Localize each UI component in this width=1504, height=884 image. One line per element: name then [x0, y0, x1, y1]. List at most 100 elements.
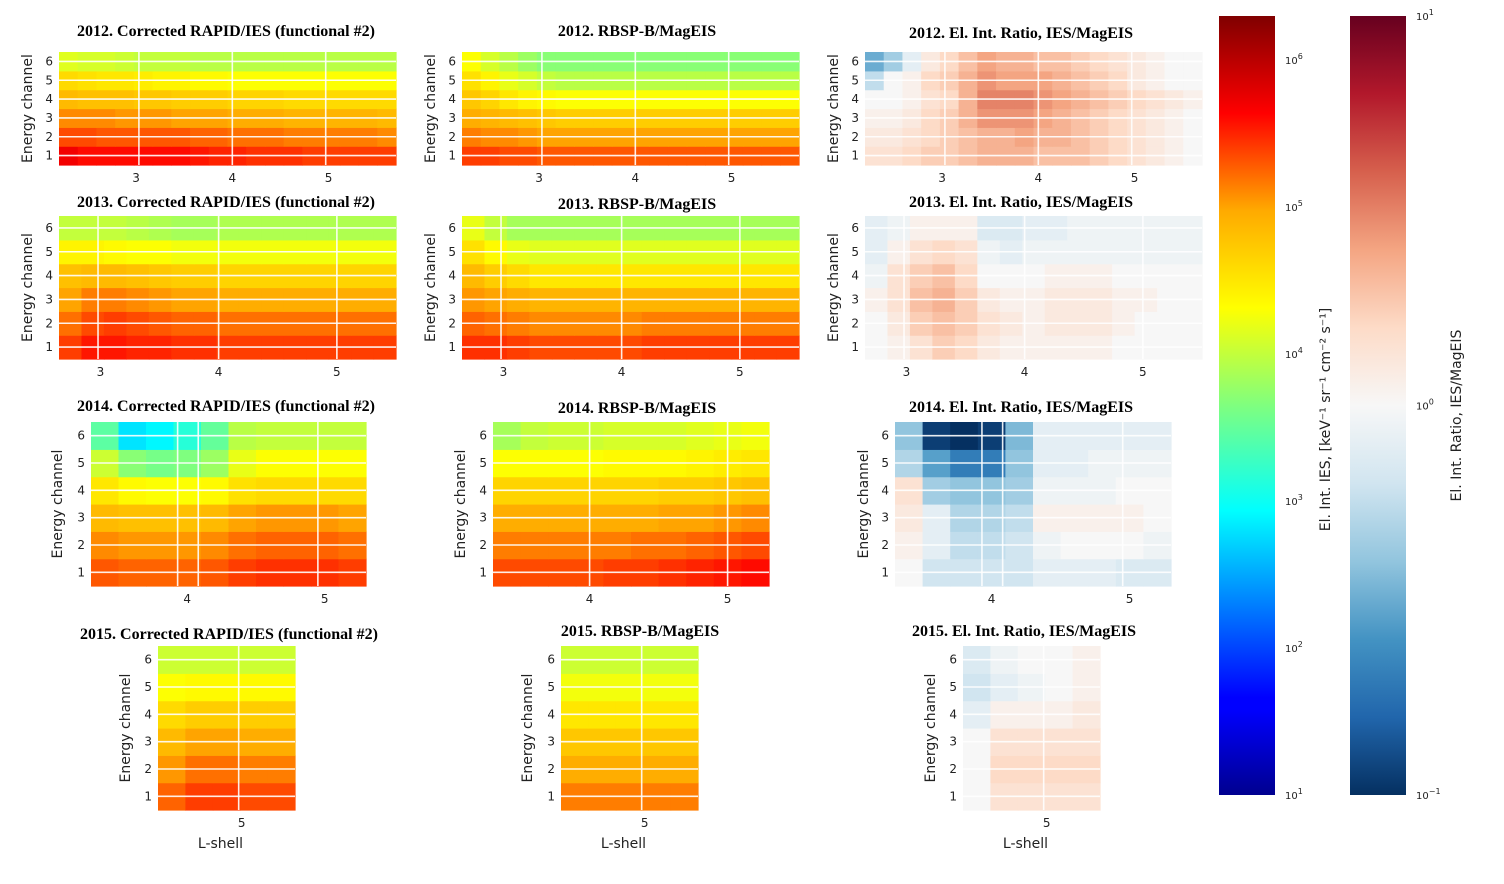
x-tick-label: 5: [333, 365, 341, 379]
y-tick-label: 2: [448, 316, 456, 330]
y-tick-label: 2: [45, 316, 53, 330]
x-tick-label: 4: [215, 365, 223, 379]
y-axis-label: Energy channel: [453, 450, 469, 559]
panel-3: 2012. El. Int. Ratio, IES/MagEIS 1 2 3 4 5 6 3 4…: [826, 25, 1203, 185]
y-tick-label: 4: [45, 92, 53, 106]
x-tick-label: 3: [97, 365, 105, 379]
x-tick-label: 5: [1043, 816, 1051, 830]
y-tick-label: 1: [144, 789, 152, 803]
x-tick-label: 3: [903, 365, 911, 379]
panel-title: 2013. RBSP-B/MagEIS: [558, 196, 716, 213]
y-tick-label: 1: [547, 789, 555, 803]
y-axis-label: Energy channel: [423, 54, 439, 163]
y-tick-label: 4: [77, 483, 85, 497]
x-tick-label: 4: [228, 171, 236, 185]
x-tick-label: 3: [535, 171, 543, 185]
x-tick-label: 3: [500, 365, 508, 379]
x-tick-label: 4: [1021, 365, 1029, 379]
y-tick-label: 4: [851, 269, 859, 283]
panel-10: 2015. Corrected RAPID/IES (functional #2…: [80, 626, 378, 852]
panel-title: 2015. Corrected RAPID/IES (functional #2…: [80, 626, 378, 643]
y-tick-label: 5: [479, 456, 487, 470]
y-tick-label: 2: [547, 762, 555, 776]
y-axis-label: Energy channel: [923, 674, 939, 783]
y-tick-label: 4: [45, 269, 53, 283]
y-tick-label: 3: [77, 511, 85, 525]
y-tick-label: 5: [448, 245, 456, 259]
x-tick-label: 5: [728, 171, 736, 185]
y-tick-label: 6: [547, 653, 555, 667]
panel-title: 2013. El. Int. Ratio, IES/MagEIS: [909, 194, 1133, 211]
y-tick-label: 6: [77, 429, 85, 443]
y-tick-label: 4: [851, 92, 859, 106]
y-tick-label: 2: [77, 538, 85, 552]
y-tick-label: 5: [144, 680, 152, 694]
y-tick-label: 1: [479, 565, 487, 579]
x-tick-label: 5: [1139, 365, 1147, 379]
panel-7: 2014. Corrected RAPID/IES (functional #2…: [50, 398, 375, 606]
panel-title: 2014. El. Int. Ratio, IES/MagEIS: [909, 399, 1133, 416]
colorbar-label: El. Int. Ratio, IES/MagEIS: [1449, 329, 1465, 501]
y-tick-label: 1: [949, 789, 957, 803]
x-tick-label: 4: [631, 171, 639, 185]
y-tick-label: 5: [45, 73, 53, 87]
x-axis-label: L-shell: [198, 836, 243, 852]
x-tick-label: 3: [938, 171, 946, 185]
y-tick-label: 4: [479, 483, 487, 497]
y-tick-label: 6: [851, 54, 859, 68]
y-tick-label: 1: [448, 340, 456, 354]
y-tick-label: 1: [448, 149, 456, 163]
y-tick-label: 5: [851, 73, 859, 87]
colorbar-intensity: 101 102 103 104 105 106 El. Int. IES, [keV⁻¹ s…: [1219, 16, 1334, 802]
panel-1: 2012. Corrected RAPID/IES (functional #2…: [20, 23, 397, 185]
x-tick-label: 5: [724, 592, 732, 606]
y-tick-label: 2: [851, 130, 859, 144]
y-tick-label: 5: [547, 680, 555, 694]
y-tick-label: 5: [77, 456, 85, 470]
y-tick-label: 6: [949, 653, 957, 667]
y-tick-label: 3: [144, 735, 152, 749]
y-tick-label: 1: [45, 149, 53, 163]
colorbar-tick-label: 104: [1285, 346, 1303, 361]
y-tick-label: 3: [851, 111, 859, 125]
colorbar-tick-label: 10−1: [1416, 787, 1441, 802]
y-tick-label: 2: [479, 538, 487, 552]
colorbar-ratio: 10−1 100 101 El. Int. Ratio, IES/MagEIS: [1350, 8, 1465, 802]
y-tick-label: 6: [45, 54, 53, 68]
y-tick-label: 6: [479, 429, 487, 443]
panel-2: 2012. RBSP-B/MagEIS 1 2 3 4 5 6 3 4 5 Energy chann…: [423, 23, 800, 185]
colorbar-tick-label: 100: [1416, 398, 1434, 413]
y-tick-label: 3: [949, 735, 957, 749]
y-tick-label: 2: [45, 130, 53, 144]
y-tick-label: 4: [949, 707, 957, 721]
y-tick-label: 3: [448, 111, 456, 125]
colorbar-tick-label: 102: [1285, 640, 1303, 655]
y-tick-label: 3: [45, 111, 53, 125]
y-tick-label: 3: [448, 292, 456, 306]
panel-title: 2013. Corrected RAPID/IES (functional #2…: [77, 194, 375, 211]
colorbar-tick-label: 103: [1285, 493, 1303, 508]
x-tick-label: 4: [988, 592, 996, 606]
y-tick-label: 5: [851, 245, 859, 259]
y-tick-label: 6: [45, 221, 53, 235]
x-tick-label: 5: [736, 365, 744, 379]
y-tick-label: 2: [144, 762, 152, 776]
panel-4: 2013. Corrected RAPID/IES (functional #2…: [20, 194, 397, 379]
y-tick-label: 5: [881, 456, 889, 470]
y-tick-label: 1: [77, 565, 85, 579]
y-axis-label: Energy channel: [826, 233, 842, 342]
y-tick-label: 4: [144, 707, 152, 721]
panel-12: 2015. El. Int. Ratio, IES/MagEIS1234565E…: [912, 623, 1136, 852]
panel-8: 2014. RBSP-B/MagEIS 1 2 3 4 5 6 4 5 Energy channe…: [453, 400, 770, 606]
y-axis-label: Energy channel: [118, 674, 134, 783]
panel-title: 2012. RBSP-B/MagEIS: [558, 23, 716, 40]
x-tick-label: 4: [586, 592, 594, 606]
y-tick-label: 6: [448, 221, 456, 235]
colorbar-tick-label: 105: [1285, 199, 1303, 214]
x-tick-label: 5: [325, 171, 333, 185]
panel-11: 2015. RBSP-B/MagEIS 1 2 3 4 5 6 5 Energy channel…: [520, 623, 719, 852]
x-tick-label: 5: [1126, 592, 1134, 606]
y-tick-label: 6: [881, 429, 889, 443]
y-tick-label: 1: [851, 149, 859, 163]
